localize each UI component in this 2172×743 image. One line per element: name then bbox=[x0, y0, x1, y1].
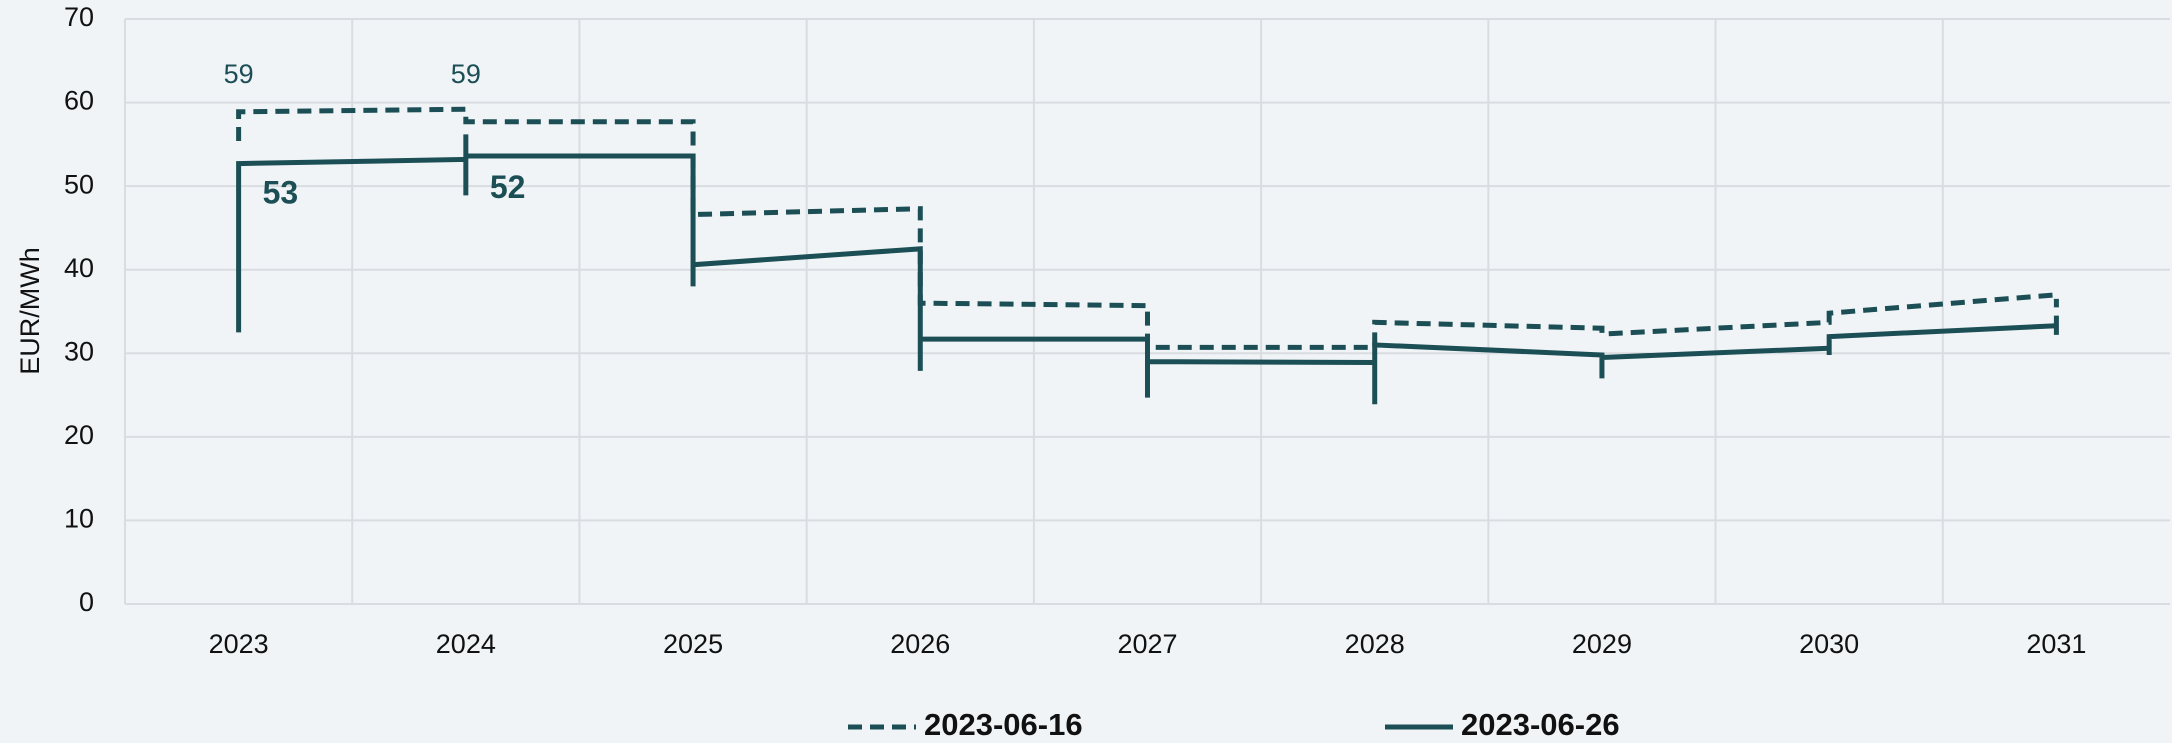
y-tick-label: 0 bbox=[79, 587, 94, 617]
data-label: 52 bbox=[490, 169, 526, 205]
x-tick-label: 2023 bbox=[209, 629, 269, 659]
legend-label: 2023-06-26 bbox=[1461, 707, 1620, 742]
x-tick-label: 2030 bbox=[1799, 629, 1859, 659]
y-tick-label: 70 bbox=[64, 2, 94, 32]
x-tick-label: 2024 bbox=[436, 629, 496, 659]
data-label: 59 bbox=[451, 59, 481, 89]
legend-label: 2023-06-16 bbox=[924, 707, 1083, 742]
x-tick-label: 2025 bbox=[663, 629, 723, 659]
x-tick-label: 2029 bbox=[1572, 629, 1632, 659]
x-tick-label: 2027 bbox=[1117, 629, 1177, 659]
y-tick-label: 50 bbox=[64, 169, 94, 199]
x-tick-label: 2028 bbox=[1345, 629, 1405, 659]
data-label: 53 bbox=[263, 175, 299, 211]
y-tick-label: 60 bbox=[64, 86, 94, 116]
y-tick-label: 40 bbox=[64, 253, 94, 283]
series-line bbox=[236, 134, 2059, 405]
y-tick-label: 20 bbox=[64, 420, 94, 450]
x-tick-label: 2031 bbox=[2026, 629, 2086, 659]
series-line bbox=[236, 106, 2059, 350]
data-label: 59 bbox=[224, 59, 254, 89]
y-tick-label: 10 bbox=[64, 504, 94, 534]
y-tick-label: 30 bbox=[64, 336, 94, 366]
y-axis-label: EUR/MWh bbox=[15, 247, 45, 375]
x-tick-label: 2026 bbox=[890, 629, 950, 659]
